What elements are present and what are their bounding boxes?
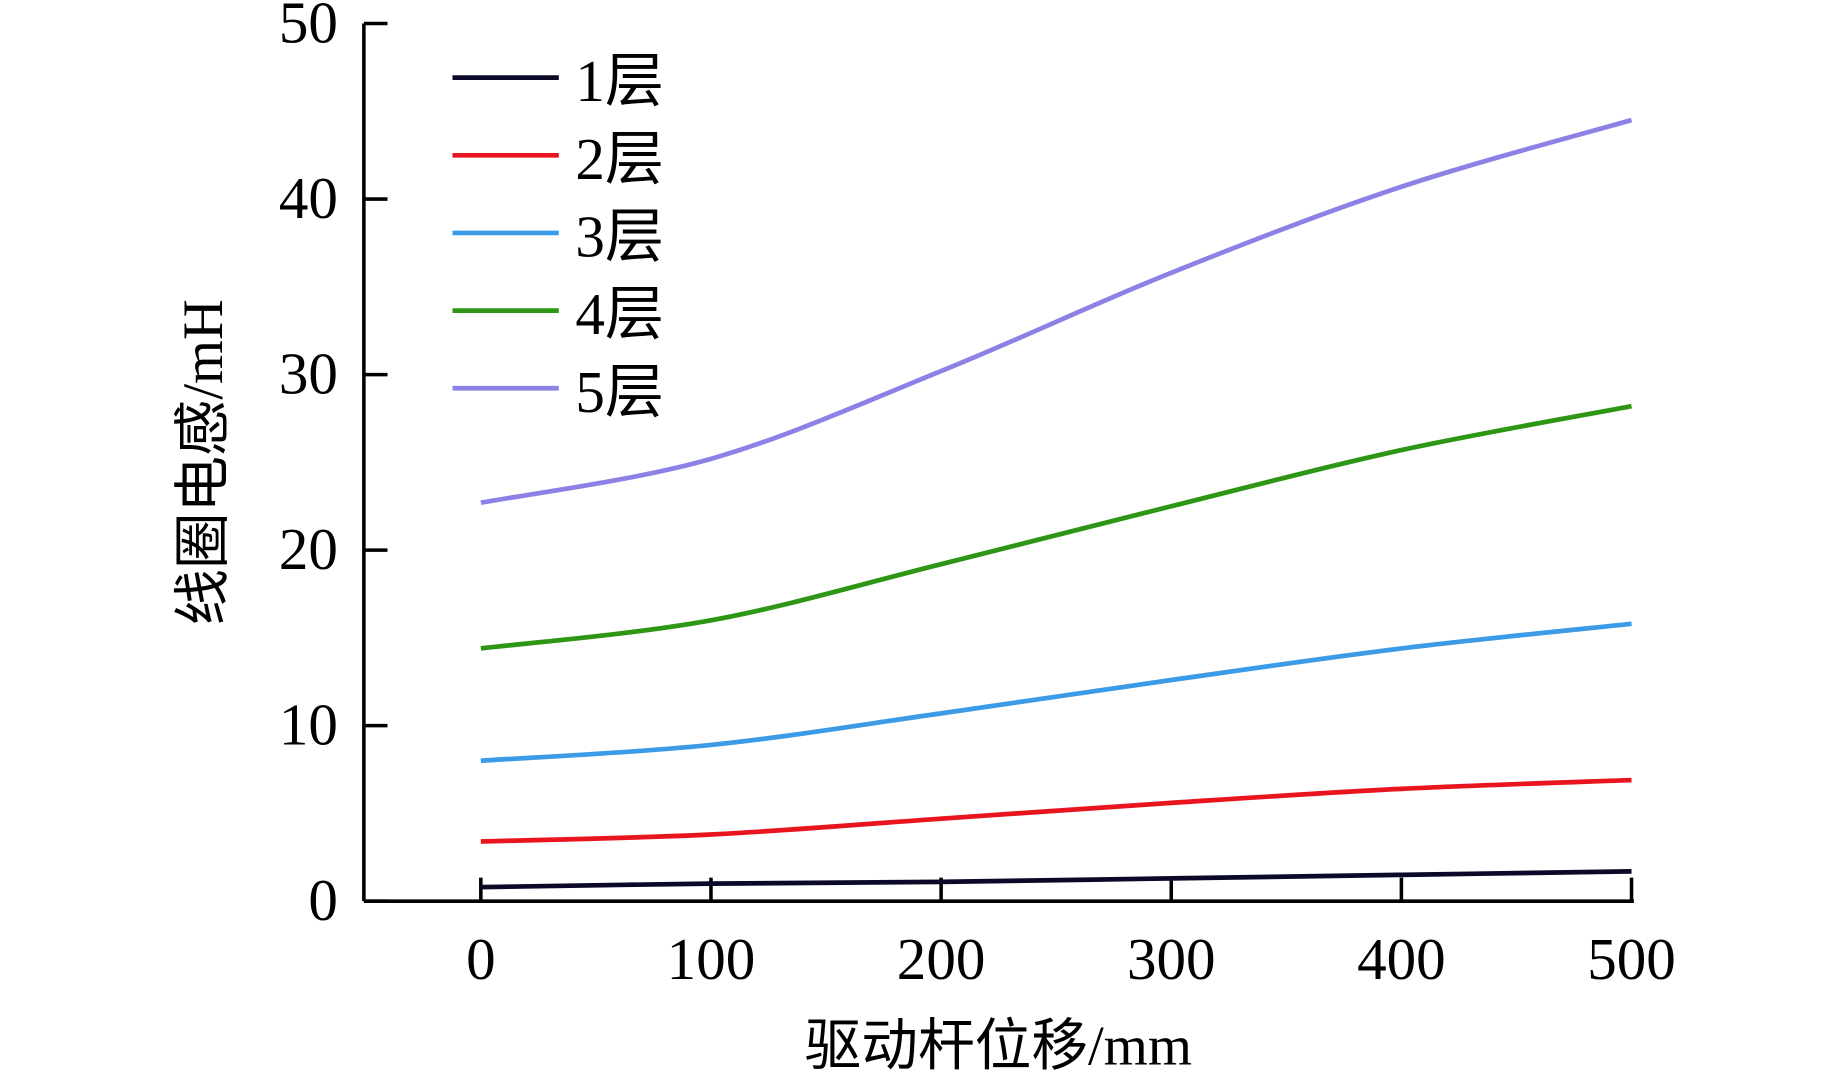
y-axis-label: 线圈电感/mH: [173, 299, 235, 625]
x-tick-label: 100: [667, 926, 756, 992]
y-tick-label: 0: [308, 867, 338, 933]
y-tick-label: 40: [279, 165, 338, 231]
y-tick-label: 10: [279, 692, 338, 758]
legend-label: 3层: [575, 204, 664, 270]
legend-item-4: 4层: [452, 281, 664, 347]
legend-label: 5层: [575, 359, 664, 425]
legend: 1层 2层 3层 4层 5层: [452, 48, 664, 425]
series-line-2: [480, 777, 1632, 844]
x-tick-label: 200: [897, 926, 986, 992]
x-tick-label: 0: [466, 926, 496, 992]
y-tick-label: 30: [279, 341, 338, 407]
legend-item-3: 3层: [452, 204, 664, 270]
series-lines: [480, 117, 1633, 890]
series-line-1: [480, 868, 1632, 890]
legend-item-2: 2层: [452, 126, 664, 192]
y-tick-label: 50: [279, 0, 338, 55]
legend-label: 4层: [575, 281, 664, 347]
x-tick-label: 300: [1127, 926, 1216, 992]
y-tick-label: 20: [279, 516, 338, 582]
x-tick-label: 500: [1587, 926, 1676, 992]
legend-label: 1层: [575, 48, 664, 114]
x-axis-label: 驱动杆位移/mm: [805, 1016, 1192, 1078]
x-tick-label: 400: [1357, 926, 1446, 992]
legend-item-1: 1层: [452, 48, 664, 114]
legend-item-5: 5层: [452, 359, 664, 425]
legend-label: 2层: [575, 126, 664, 192]
series-line-3: [480, 621, 1632, 764]
series-line-4: [480, 403, 1632, 651]
series-line-5: [480, 117, 1633, 506]
